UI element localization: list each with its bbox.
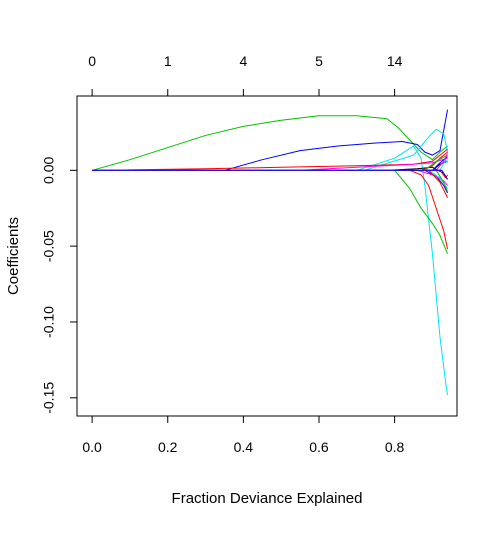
top-tick-label: 4 <box>239 53 247 69</box>
axes-layer: 0.0 0.2 0.4 0.6 0.80 1 4 5 140.00-0.05-0.10-0.15 <box>41 53 405 455</box>
top-tick-label: 5 <box>315 53 323 69</box>
series-line-2 <box>92 109 449 171</box>
y-tick-label: -0.15 <box>41 382 57 414</box>
x-axis-title: Fraction Deviance Explained <box>172 490 363 507</box>
y-tick-label: 0.00 <box>41 156 57 183</box>
top-tick-label: 1 <box>164 53 172 69</box>
x-tick-label: 0.8 <box>385 439 405 455</box>
top-tick-label: 0 <box>88 53 96 69</box>
x-tick-label: 0.2 <box>158 439 178 455</box>
x-tick-label: 0.6 <box>309 439 329 455</box>
y-tick-label: -0.10 <box>41 306 57 338</box>
series-line-7 <box>92 148 448 171</box>
y-tick-label: -0.05 <box>41 230 57 262</box>
top-tick-label: 14 <box>387 53 403 69</box>
series-line-22 <box>92 169 448 180</box>
y-axis-title: Coefficients <box>5 217 22 295</box>
x-tick-label: 0.0 <box>82 439 102 455</box>
x-tick-label: 0.4 <box>234 439 254 455</box>
series-layer <box>91 109 449 395</box>
series-line-1 <box>91 115 448 171</box>
